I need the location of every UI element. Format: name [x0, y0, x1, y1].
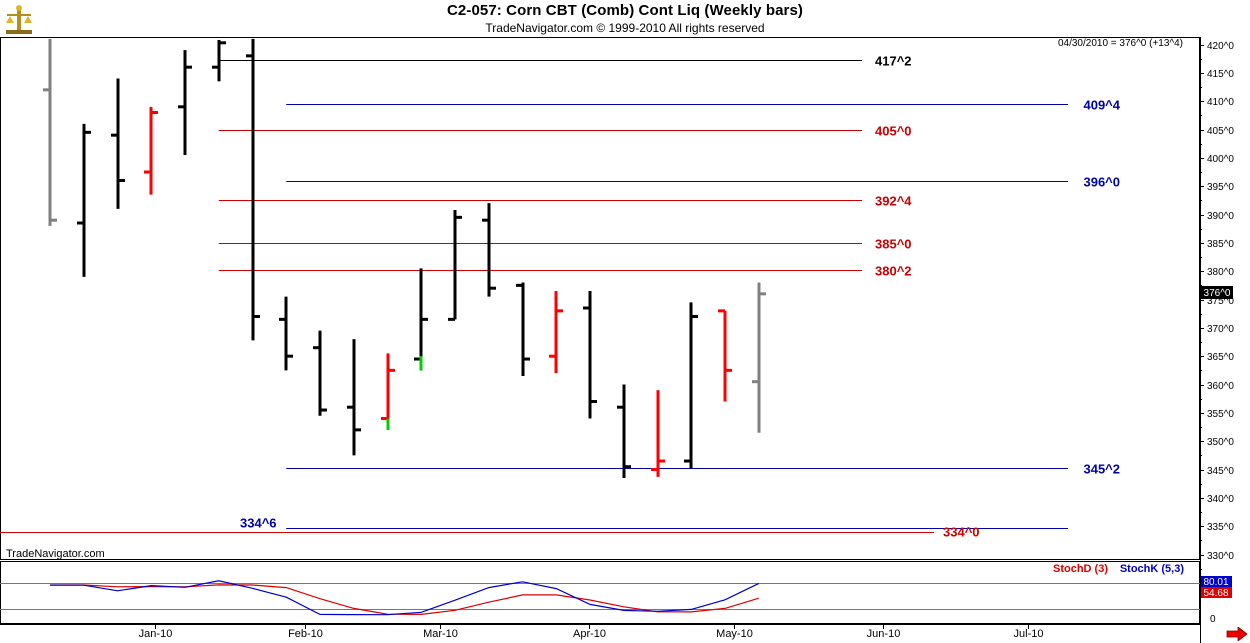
- chart-title: C2-057: Corn CBT (Comb) Cont Liq (Weekly…: [446, 2, 803, 19]
- watermark-text: TradeNavigator.com: [6, 548, 105, 560]
- ohlc-bar: [684, 302, 698, 469]
- date-axis-ticks: Jan-10 Feb-10 Mar-10 Apr-10 May-10 Jun-10 Jul-…: [139, 624, 1044, 640]
- ohlc-bar: [77, 123, 91, 277]
- ohlc-bar: [414, 268, 428, 371]
- scroll-right-arrow-icon[interactable]: [1226, 627, 1248, 641]
- price-tag-box: [1201, 286, 1233, 299]
- last-price-readout: 04/30/2010 = 376^0 (+13^4): [1058, 38, 1183, 49]
- price-tick-label: 405^0: [1207, 126, 1234, 137]
- stoch-k-readout: 80.01: [1201, 576, 1232, 588]
- price-bars: [43, 38, 766, 479]
- price-tick-label: 345^0: [1207, 466, 1234, 477]
- ohlc-bar: [617, 384, 631, 479]
- ohlc-bar: [144, 106, 158, 195]
- ohlc-bar: [448, 209, 462, 321]
- trade-navigator-logo-icon: [6, 5, 32, 34]
- level-label: 405^0: [875, 124, 912, 139]
- stoch-k-readout-box: [1201, 576, 1232, 587]
- level-label: 334^0: [943, 525, 980, 540]
- level-label: 396^0: [1083, 175, 1120, 190]
- ohlc-bar: [279, 296, 293, 371]
- price-tick-label: 365^0: [1207, 352, 1234, 363]
- support-resistance-levels: 417^2 409^4 405^0 396^0 392^4 385^0 380^2 345^2…: [0, 54, 1121, 540]
- stoch-d-readout-box: [1201, 587, 1232, 598]
- ohlc-bar: [381, 353, 395, 430]
- ohlc-bar: [212, 39, 226, 82]
- price-tick-label: 340^0: [1207, 494, 1234, 505]
- stoch-axis-zero-label: 0: [1210, 614, 1216, 625]
- ohlc-bar: [651, 390, 665, 477]
- ohlc-bar: [111, 78, 125, 209]
- price-tick-label: 330^0: [1207, 551, 1234, 562]
- ohlc-bar: [752, 282, 766, 433]
- chart-header: C2-057: Corn CBT (Comb) Cont Liq (Weekly…: [0, 0, 1250, 37]
- price-tick-label: 420^0: [1207, 41, 1234, 52]
- price-tick-label: 385^0: [1207, 239, 1234, 250]
- price-tick-label: 335^0: [1207, 522, 1234, 533]
- price-tag: 376^0: [1201, 286, 1233, 299]
- level-label: 417^2: [875, 54, 912, 69]
- date-tick-label: Mar-10: [423, 628, 458, 640]
- ohlc-bar: [246, 38, 260, 341]
- price-tick-label: 415^0: [1207, 69, 1234, 80]
- price-tick-label: 375^0: [1207, 296, 1234, 307]
- price-tick-label: 380^0: [1207, 267, 1234, 278]
- price-tick-label: 370^0: [1207, 324, 1234, 335]
- date-tick-label: Apr-10: [573, 628, 606, 640]
- level-label: 334^6: [240, 516, 277, 531]
- price-tick-label: 355^0: [1207, 409, 1234, 420]
- date-tick-label: May-10: [716, 628, 753, 640]
- price-axis-ticks: 420^0 415^0 410^0 405^0 400^0 395^0 390^0 385^0…: [1200, 41, 1234, 570]
- stoch-d-readout-label: 54.68: [1203, 588, 1228, 599]
- price-tick-label: 360^0: [1207, 381, 1234, 392]
- level-label: 345^2: [1083, 462, 1120, 477]
- level-label: 385^0: [875, 237, 912, 252]
- price-tick-label: 400^0: [1207, 154, 1234, 165]
- ohlc-bar: [43, 38, 57, 226]
- stoch-k-legend: StochK (5,3): [1120, 563, 1185, 575]
- date-tick-label: Jan-10: [139, 628, 173, 640]
- date-tick-label: Jun-10: [867, 628, 901, 640]
- stoch-d-legend: StochD (3): [1053, 563, 1108, 575]
- date-tick-label: Feb-10: [288, 628, 323, 640]
- price-plot-frame: [0, 37, 1200, 560]
- stoch-d-readout: 54.68: [1201, 587, 1232, 599]
- ohlc-bar: [482, 203, 496, 297]
- copyright-line: TradeNavigator.com © 1999-2010 All right…: [485, 21, 765, 35]
- date-tick-label: Jul-10: [1014, 628, 1044, 640]
- level-label: 392^4: [875, 194, 912, 209]
- price-tick-label: 410^0: [1207, 97, 1234, 108]
- stochastic-lines: [0, 580, 1200, 616]
- ohlc-bar: [347, 339, 361, 456]
- ohlc-bar: [718, 309, 732, 402]
- level-label: 409^4: [1083, 98, 1120, 113]
- price-tick-label: 395^0: [1207, 182, 1234, 193]
- ohlc-bar: [313, 330, 327, 416]
- stoch-k-readout-label: 80.01: [1203, 577, 1228, 588]
- level-label: 380^2: [875, 264, 912, 279]
- ohlc-bar: [583, 291, 597, 419]
- price-tick-label: 390^0: [1207, 211, 1234, 222]
- price-tag-label: 376^0: [1204, 288, 1231, 299]
- stochastic-plot-frame: [0, 561, 1200, 624]
- stoch-series-line: [49, 580, 760, 616]
- ohlc-bar: [516, 282, 530, 377]
- ohlc-bar: [549, 291, 563, 374]
- price-tick-label: 350^0: [1207, 437, 1234, 448]
- ohlc-bar: [178, 50, 192, 156]
